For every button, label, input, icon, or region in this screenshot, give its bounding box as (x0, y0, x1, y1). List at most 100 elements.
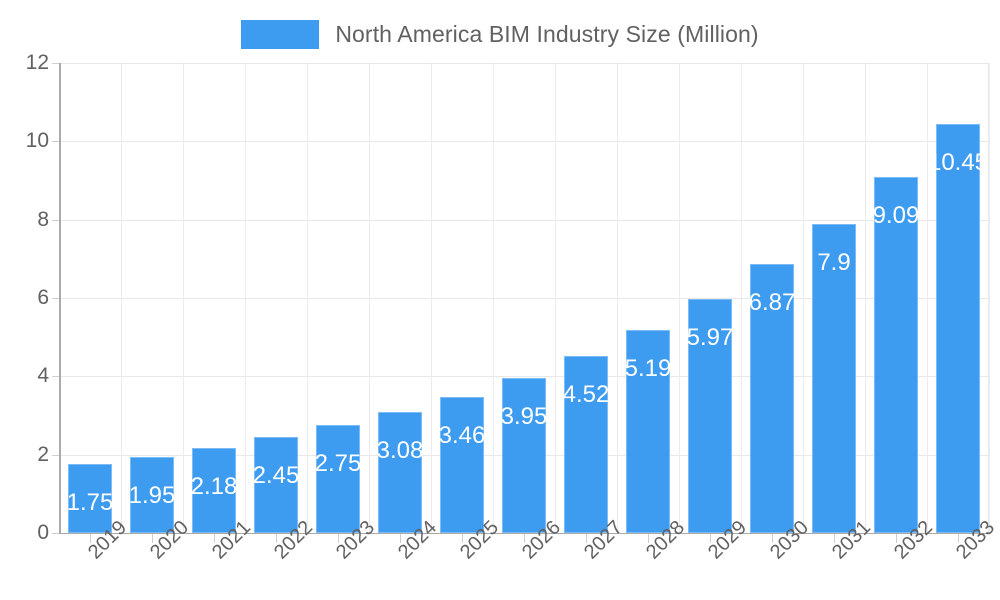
x-axis-tick-mark (338, 534, 339, 543)
y-axis-tick-label: 0 (37, 521, 49, 544)
bar[interactable] (440, 397, 484, 533)
x-axis-tick-label: 2021 (208, 516, 256, 564)
x-axis-tick-label: 2024 (394, 516, 442, 564)
x-axis-tick-label: 2025 (456, 516, 504, 564)
chart-legend: North America BIM Industry Size (Million… (0, 14, 1000, 54)
y-axis-tick-label: 10 (25, 129, 49, 153)
x-axis-tick-label: 2032 (890, 516, 938, 564)
bar-value-label: 2.45 (252, 462, 300, 489)
bar[interactable] (192, 448, 236, 533)
bar-value-label: 4.52 (562, 381, 610, 408)
x-axis-tick-label: 2028 (642, 516, 690, 564)
legend-item-north-america-bim[interactable]: North America BIM Industry Size (Million… (241, 19, 759, 49)
x-axis-tick-mark (462, 534, 463, 543)
bar[interactable] (812, 224, 856, 533)
gridline-vertical (679, 63, 680, 533)
x-axis-tick-label: 2031 (828, 516, 876, 564)
x-axis-tick-mark (896, 534, 897, 543)
y-axis-tick-label: 2 (37, 442, 49, 466)
y-axis-tick-mark (52, 298, 59, 299)
x-axis-tick-mark (152, 534, 153, 543)
bar[interactable] (688, 299, 732, 533)
bar[interactable] (502, 378, 546, 533)
gridline-vertical (741, 63, 742, 533)
gridline-horizontal (59, 220, 989, 221)
x-axis-tick-mark (958, 534, 959, 543)
x-axis-tick-label: 2019 (84, 516, 132, 564)
y-axis-tick-mark (52, 220, 59, 221)
x-axis-tick-mark (772, 534, 773, 543)
x-axis-tick-mark (648, 534, 649, 543)
y-axis-tick-label: 6 (37, 286, 49, 309)
x-axis-line (59, 533, 990, 534)
gridline-vertical (555, 63, 556, 533)
legend-label: North America BIM Industry Size (Million… (335, 20, 759, 47)
bar[interactable] (254, 437, 298, 533)
x-axis-tick-label: 2022 (270, 516, 318, 564)
y-axis-tick-mark (52, 63, 59, 64)
bar[interactable] (564, 356, 608, 533)
x-axis-tick-mark (834, 534, 835, 543)
bar-value-label: 5.97 (686, 324, 734, 351)
gridline-horizontal (59, 298, 989, 299)
gridline-vertical (927, 63, 928, 533)
gridline-vertical (865, 63, 866, 533)
x-axis-tick-mark (710, 534, 711, 543)
x-axis-tick-label: 2029 (704, 516, 752, 564)
gridline-vertical (803, 63, 804, 533)
x-axis-tick-mark (276, 534, 277, 543)
bar-value-label: 3.46 (438, 422, 486, 449)
bar-value-label: 9.09 (872, 202, 920, 229)
y-axis-tick-label: 8 (37, 207, 49, 231)
x-axis-tick-mark (214, 534, 215, 543)
x-axis-tick-mark (400, 534, 401, 543)
legend-swatch-icon (241, 19, 320, 49)
plot-area: 1.75 1.95 2.18 2.45 2.75 3.08 3.46 3.95 4.52 5.19… (59, 63, 990, 533)
y-axis-tick-mark (52, 455, 59, 456)
x-axis-tick-label: 2027 (580, 516, 628, 564)
bar[interactable] (750, 264, 794, 533)
gridline-vertical (431, 63, 432, 533)
bar[interactable] (130, 457, 174, 533)
x-axis-tick-mark (90, 534, 91, 543)
gridline-horizontal (59, 63, 989, 64)
x-axis-tick-mark (524, 534, 525, 543)
x-axis-tick-label: 2030 (766, 516, 814, 564)
bar[interactable] (626, 330, 670, 533)
gridline-vertical (369, 63, 370, 533)
bar[interactable] (874, 177, 918, 533)
bar-value-label: 5.19 (624, 355, 672, 382)
bar[interactable] (316, 425, 360, 533)
bar-value-label: 3.08 (376, 437, 424, 464)
x-axis-tick-label: 2026 (518, 516, 566, 564)
bar-value-label: 6.87 (748, 289, 796, 316)
y-axis-tick-mark (52, 533, 59, 534)
gridline-horizontal (59, 141, 989, 142)
gridline-vertical (183, 63, 184, 533)
gridline-vertical (307, 63, 308, 533)
y-axis-tick-mark (52, 376, 59, 377)
x-axis-tick-mark (586, 534, 587, 543)
y-axis-tick-label: 4 (37, 364, 49, 388)
gridline-vertical (121, 63, 122, 533)
bar[interactable] (378, 412, 422, 533)
y-axis-line (59, 63, 61, 534)
bar-value-label: 1.95 (128, 482, 176, 509)
bar-value-label: 2.18 (190, 473, 238, 500)
x-axis-tick-label: 2033 (952, 516, 1000, 564)
bar-value-label: 3.95 (500, 403, 548, 430)
gridline-vertical (493, 63, 494, 533)
bar-value-label: 1.75 (66, 489, 114, 516)
y-axis-tick-mark (52, 141, 59, 142)
x-axis-tick-label: 2023 (332, 516, 380, 564)
bar-value-label: 2.75 (314, 450, 362, 477)
gridline-horizontal (59, 376, 989, 377)
y-axis-tick-label: 12 (25, 51, 49, 74)
x-axis-tick-label: 2020 (146, 516, 194, 564)
bar-value-label: 10.45 (927, 149, 989, 176)
bar[interactable] (68, 464, 112, 533)
gridline-vertical (989, 63, 990, 533)
bar[interactable] (936, 124, 980, 533)
gridline-vertical (245, 63, 246, 533)
